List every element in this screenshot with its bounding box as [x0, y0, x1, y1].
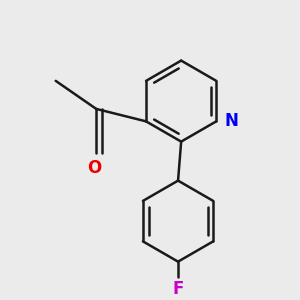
Text: N: N: [224, 112, 238, 130]
Text: O: O: [88, 159, 102, 177]
Text: F: F: [172, 280, 184, 298]
